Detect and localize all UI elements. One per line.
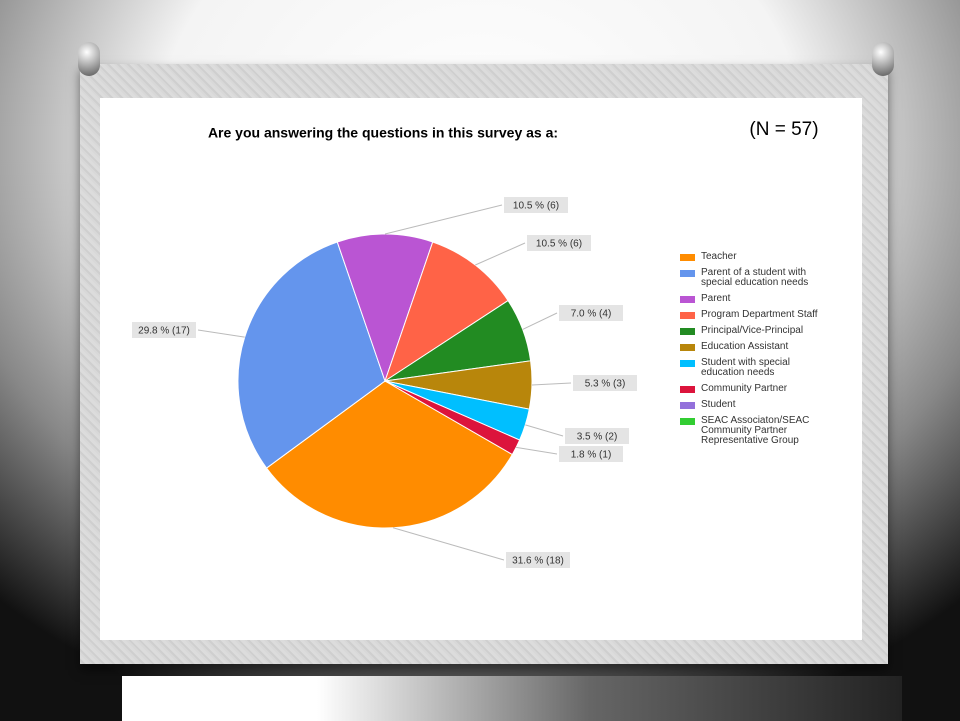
legend-item: SEAC Associaton/SEAC Community Partner R… [680, 416, 830, 446]
data-label: 7.0 % (4) [571, 309, 612, 320]
legend-swatch [680, 386, 695, 393]
legend-label: Student [701, 399, 736, 410]
legend-item: Parent [680, 294, 830, 304]
legend-label: Student with special education needs [701, 357, 790, 378]
leader-line [475, 242, 526, 266]
label-box [527, 235, 591, 251]
footer-bar [122, 676, 902, 721]
legend-item: Education Assistant [680, 342, 830, 352]
legend-label: Program Department Staff [701, 309, 818, 320]
pie-slice [384, 241, 509, 383]
legend-swatch [680, 360, 695, 367]
pin [78, 42, 100, 76]
legend-label: Teacher [701, 251, 737, 262]
pin [872, 42, 894, 76]
data-label: 31.6 % (18) [512, 556, 564, 567]
pie-slice [336, 233, 434, 383]
legend-swatch [680, 328, 695, 335]
legend-item: Community Partner [680, 384, 830, 394]
legend: Teacher Parent of a student with special … [680, 252, 830, 446]
label-box [559, 446, 623, 462]
legend-label: Parent of a student with special educati… [701, 267, 809, 288]
legend-item: Student [680, 400, 830, 410]
legend-label: SEAC Associaton/SEAC Community Partner R… [701, 415, 810, 446]
legend-swatch [680, 402, 695, 409]
label-box [132, 322, 196, 338]
legend-swatch [680, 418, 695, 425]
chart-title: Are you answering the questions in this … [208, 125, 558, 141]
leader-line [392, 527, 505, 561]
data-label: 5.3 % (3) [585, 379, 626, 390]
leader-line [516, 446, 558, 455]
leader-line [522, 312, 558, 330]
data-label: 10.5 % (6) [513, 201, 559, 212]
legend-swatch [680, 312, 695, 319]
annotation: (N = 57) [749, 119, 818, 140]
legend-item: Teacher [680, 252, 830, 262]
pie-slice [237, 241, 386, 469]
legend-label: Education Assistant [701, 341, 789, 352]
legend-item: Principal/Vice-Principal [680, 326, 830, 336]
legend-item: Parent of a student with special educati… [680, 268, 830, 288]
legend-swatch [680, 296, 695, 303]
legend-item: Student with special education needs [680, 358, 830, 378]
legend-label: Parent [701, 293, 731, 304]
pie-slice [265, 380, 513, 529]
label-box [565, 428, 629, 444]
legend-swatch [680, 254, 695, 261]
label-box [504, 197, 568, 213]
leader-line [525, 424, 564, 437]
leader-line [531, 382, 572, 386]
legend-swatch [680, 270, 695, 277]
legend-swatch [680, 344, 695, 351]
legend-label: Community Partner [701, 383, 788, 394]
data-label: 3.5 % (2) [577, 432, 618, 443]
data-label: 10.5 % (6) [536, 239, 582, 250]
label-box [559, 305, 623, 321]
legend-item: Program Department Staff [680, 310, 830, 320]
label-box [573, 375, 637, 391]
legend-label: Principal/Vice-Principal [701, 325, 804, 336]
data-label: 1.8 % (1) [571, 450, 612, 461]
leader-line [197, 329, 245, 338]
label-box [506, 552, 570, 568]
leader-line [384, 204, 503, 235]
data-label: 29.8 % (17) [138, 326, 190, 337]
